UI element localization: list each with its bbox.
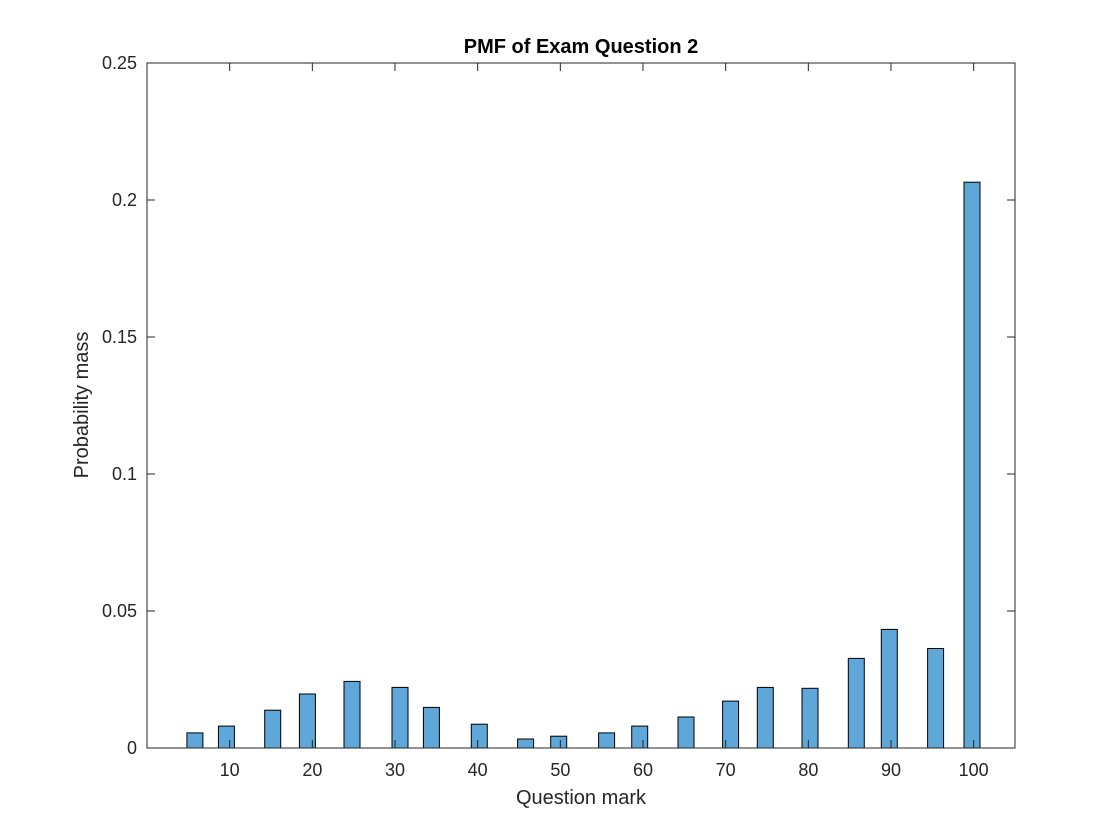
plot-frame [146, 62, 1016, 749]
y-tick-labels: 0 0.05 0.1 0.15 0.2 0.25 [102, 53, 137, 758]
x-tick-label: 70 [716, 760, 736, 780]
bar [631, 725, 649, 749]
y-tick-label: 0.05 [102, 601, 137, 621]
bar [186, 732, 204, 749]
x-tick-label: 10 [220, 760, 240, 780]
bar [756, 686, 774, 749]
x-tick-label: 50 [550, 760, 570, 780]
x-tick-label: 60 [633, 760, 653, 780]
x-tick-label: 80 [798, 760, 818, 780]
bar [550, 735, 568, 749]
bar [722, 700, 740, 749]
bar [343, 680, 361, 749]
bar [391, 686, 409, 749]
bar [677, 716, 695, 749]
y-axis-label: Probability mass [71, 332, 93, 479]
y-tick-label: 0.2 [112, 190, 137, 210]
y-tick-label: 0.25 [102, 53, 137, 73]
x-tick-label: 90 [881, 760, 901, 780]
x-tick-label: 40 [468, 760, 488, 780]
x-tick-label: 30 [385, 760, 405, 780]
chart-title: PMF of Exam Question 2 [464, 36, 698, 58]
bar [517, 738, 535, 749]
bar [422, 706, 440, 749]
bar [470, 723, 488, 749]
x-tick-label: 20 [302, 760, 322, 780]
y-tick-label: 0.1 [112, 464, 137, 484]
x-tick-labels: 10 20 30 40 50 60 70 80 90 100 [220, 760, 989, 780]
bar [880, 628, 898, 749]
bar [598, 732, 616, 749]
bar [298, 693, 316, 749]
bar [264, 709, 282, 749]
y-tick-label: 0 [127, 738, 137, 758]
bar [801, 687, 819, 749]
bar [963, 181, 981, 749]
bar [217, 725, 235, 749]
x-tick-label: 100 [959, 760, 989, 780]
plot-background [147, 63, 1015, 748]
bar [847, 657, 865, 749]
y-tick-label: 0.15 [102, 327, 137, 347]
bar [927, 648, 945, 749]
x-axis-label: Question mark [516, 787, 647, 809]
